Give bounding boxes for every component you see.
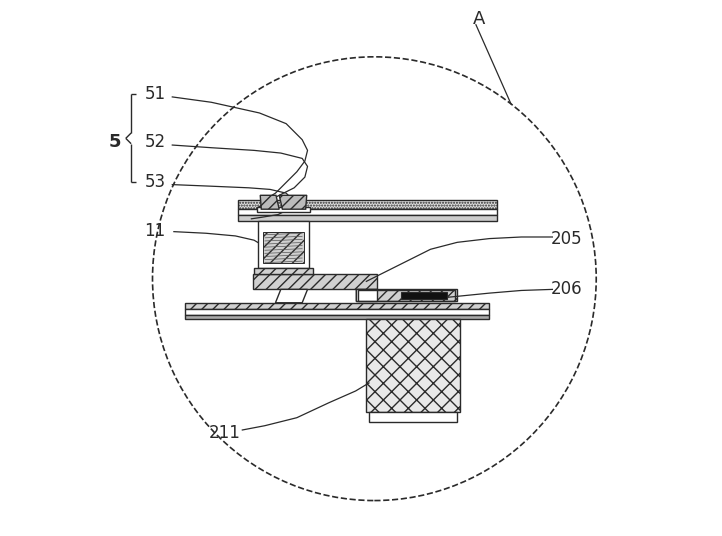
- Bar: [366, 319, 460, 412]
- Bar: [254, 268, 313, 274]
- Polygon shape: [276, 289, 308, 303]
- Bar: [358, 290, 455, 301]
- Bar: [185, 309, 490, 315]
- Bar: [238, 214, 497, 221]
- Text: 206: 206: [551, 280, 583, 299]
- Bar: [253, 274, 377, 289]
- Polygon shape: [279, 195, 307, 209]
- Text: A: A: [472, 10, 484, 28]
- Bar: [369, 412, 457, 422]
- Text: 51: 51: [144, 85, 166, 103]
- Bar: [238, 209, 497, 214]
- Text: 211: 211: [209, 423, 240, 442]
- Bar: [185, 303, 490, 309]
- Bar: [258, 221, 309, 268]
- Bar: [257, 206, 310, 212]
- Bar: [356, 289, 457, 301]
- Bar: [264, 232, 303, 263]
- Bar: [401, 292, 446, 299]
- Text: 11: 11: [144, 221, 166, 240]
- Polygon shape: [260, 195, 279, 209]
- Bar: [356, 289, 377, 301]
- Bar: [238, 199, 497, 209]
- Text: 205: 205: [551, 229, 583, 248]
- Text: 5: 5: [109, 133, 121, 151]
- Bar: [185, 315, 490, 319]
- Text: 52: 52: [144, 133, 166, 151]
- Text: 53: 53: [144, 174, 166, 191]
